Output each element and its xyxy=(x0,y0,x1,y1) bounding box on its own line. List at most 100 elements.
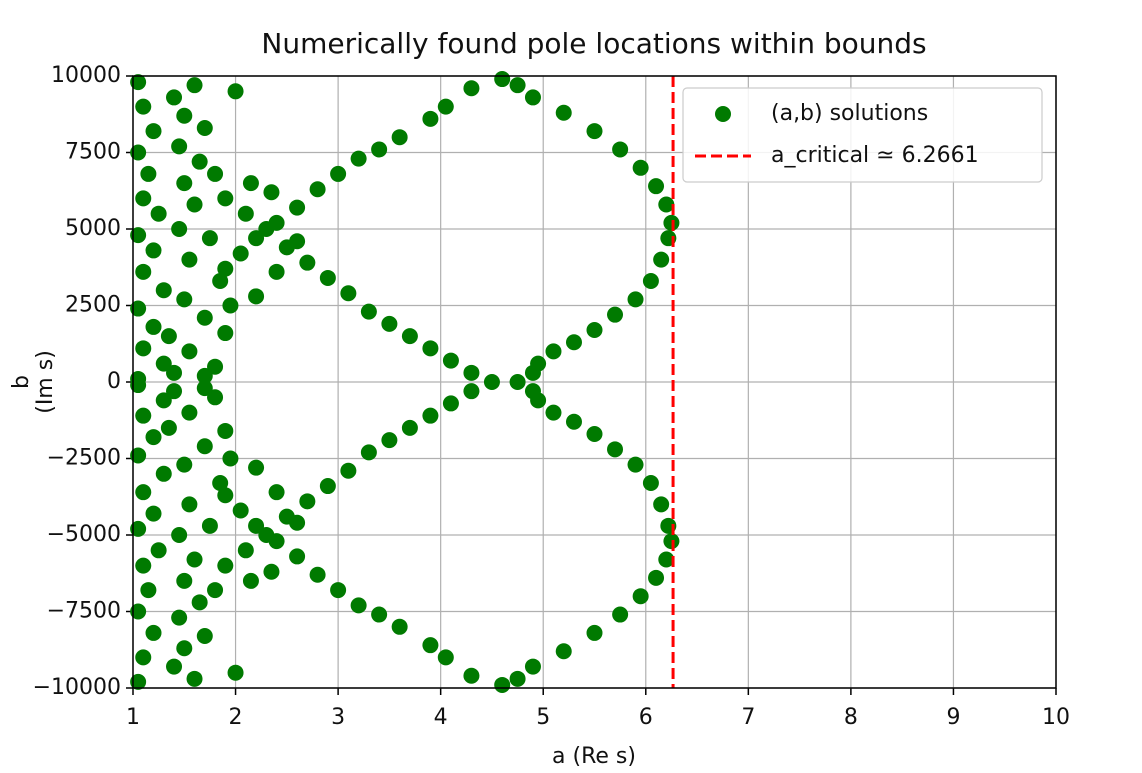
point xyxy=(196,438,213,455)
point xyxy=(586,321,603,338)
point xyxy=(258,527,275,543)
point xyxy=(653,251,670,268)
x-tick-label: 10 xyxy=(1042,705,1070,730)
point xyxy=(140,165,157,182)
point xyxy=(422,110,439,127)
point xyxy=(186,670,203,687)
point xyxy=(658,551,675,568)
point xyxy=(160,328,177,345)
point xyxy=(166,658,183,675)
point xyxy=(340,285,357,302)
point xyxy=(401,328,418,345)
y-tick-label: 7500 xyxy=(65,140,121,165)
point xyxy=(586,426,603,443)
point xyxy=(207,582,224,599)
point xyxy=(422,637,439,654)
point xyxy=(422,340,439,357)
y-tick-label: 5000 xyxy=(65,216,121,241)
point xyxy=(309,566,326,583)
point xyxy=(530,355,547,372)
point xyxy=(612,606,629,623)
point xyxy=(160,419,177,436)
point xyxy=(658,196,675,213)
point xyxy=(176,456,193,473)
y-tick-label: 0 xyxy=(107,369,121,394)
point xyxy=(130,520,147,537)
point xyxy=(319,478,336,495)
point xyxy=(196,367,213,384)
point xyxy=(437,649,454,666)
point xyxy=(155,355,172,372)
point xyxy=(627,291,644,308)
point xyxy=(171,138,188,155)
y-tick-label: −2500 xyxy=(47,446,121,471)
point xyxy=(237,205,254,222)
point xyxy=(289,233,306,250)
point xyxy=(207,389,224,406)
point xyxy=(263,184,280,201)
point xyxy=(130,673,147,690)
y-tick-label: 2500 xyxy=(65,293,121,318)
point xyxy=(145,318,162,335)
point xyxy=(135,190,152,207)
x-tick-label: 2 xyxy=(229,705,243,730)
x-tick-label: 4 xyxy=(434,705,448,730)
point xyxy=(463,364,480,381)
point xyxy=(586,624,603,641)
point xyxy=(212,474,229,491)
x-axis-label: a (Re s) xyxy=(552,744,636,769)
point xyxy=(663,533,680,550)
point xyxy=(196,380,213,397)
point xyxy=(135,263,152,280)
point xyxy=(530,392,547,409)
point xyxy=(248,288,265,305)
point xyxy=(140,582,157,599)
point xyxy=(545,343,562,360)
point xyxy=(145,123,162,140)
point xyxy=(201,230,218,247)
point xyxy=(442,395,459,412)
point xyxy=(186,551,203,568)
x-tick-label: 9 xyxy=(946,705,960,730)
point xyxy=(150,205,167,222)
x-tick-label: 6 xyxy=(639,705,653,730)
point xyxy=(627,456,644,473)
point xyxy=(381,315,398,332)
point xyxy=(299,254,316,271)
point xyxy=(181,343,198,360)
point xyxy=(232,502,249,519)
point xyxy=(227,83,244,100)
x-tick-label: 5 xyxy=(536,705,550,730)
point xyxy=(207,358,224,375)
point xyxy=(371,606,388,623)
point xyxy=(263,563,280,580)
point xyxy=(248,459,265,476)
point xyxy=(555,643,572,660)
plot-frame xyxy=(132,75,1057,689)
legend-label: a_critical ≃ 6.2661 xyxy=(771,143,979,168)
point xyxy=(217,260,234,277)
point xyxy=(648,569,665,586)
point xyxy=(565,413,582,430)
point xyxy=(248,517,265,534)
point xyxy=(176,175,193,192)
point xyxy=(135,484,152,501)
point xyxy=(642,474,659,491)
point xyxy=(509,670,526,687)
x-tick-label: 8 xyxy=(844,705,858,730)
point xyxy=(217,190,234,207)
point xyxy=(442,352,459,369)
point xyxy=(176,640,193,657)
point xyxy=(130,447,147,464)
point xyxy=(653,496,670,513)
point xyxy=(381,432,398,449)
point xyxy=(565,334,582,351)
point xyxy=(212,273,229,290)
point xyxy=(135,340,152,357)
y-tick-label: −7500 xyxy=(47,599,121,624)
point xyxy=(176,291,193,308)
point xyxy=(155,465,172,482)
point xyxy=(437,98,454,115)
point xyxy=(422,407,439,424)
point xyxy=(186,77,203,94)
